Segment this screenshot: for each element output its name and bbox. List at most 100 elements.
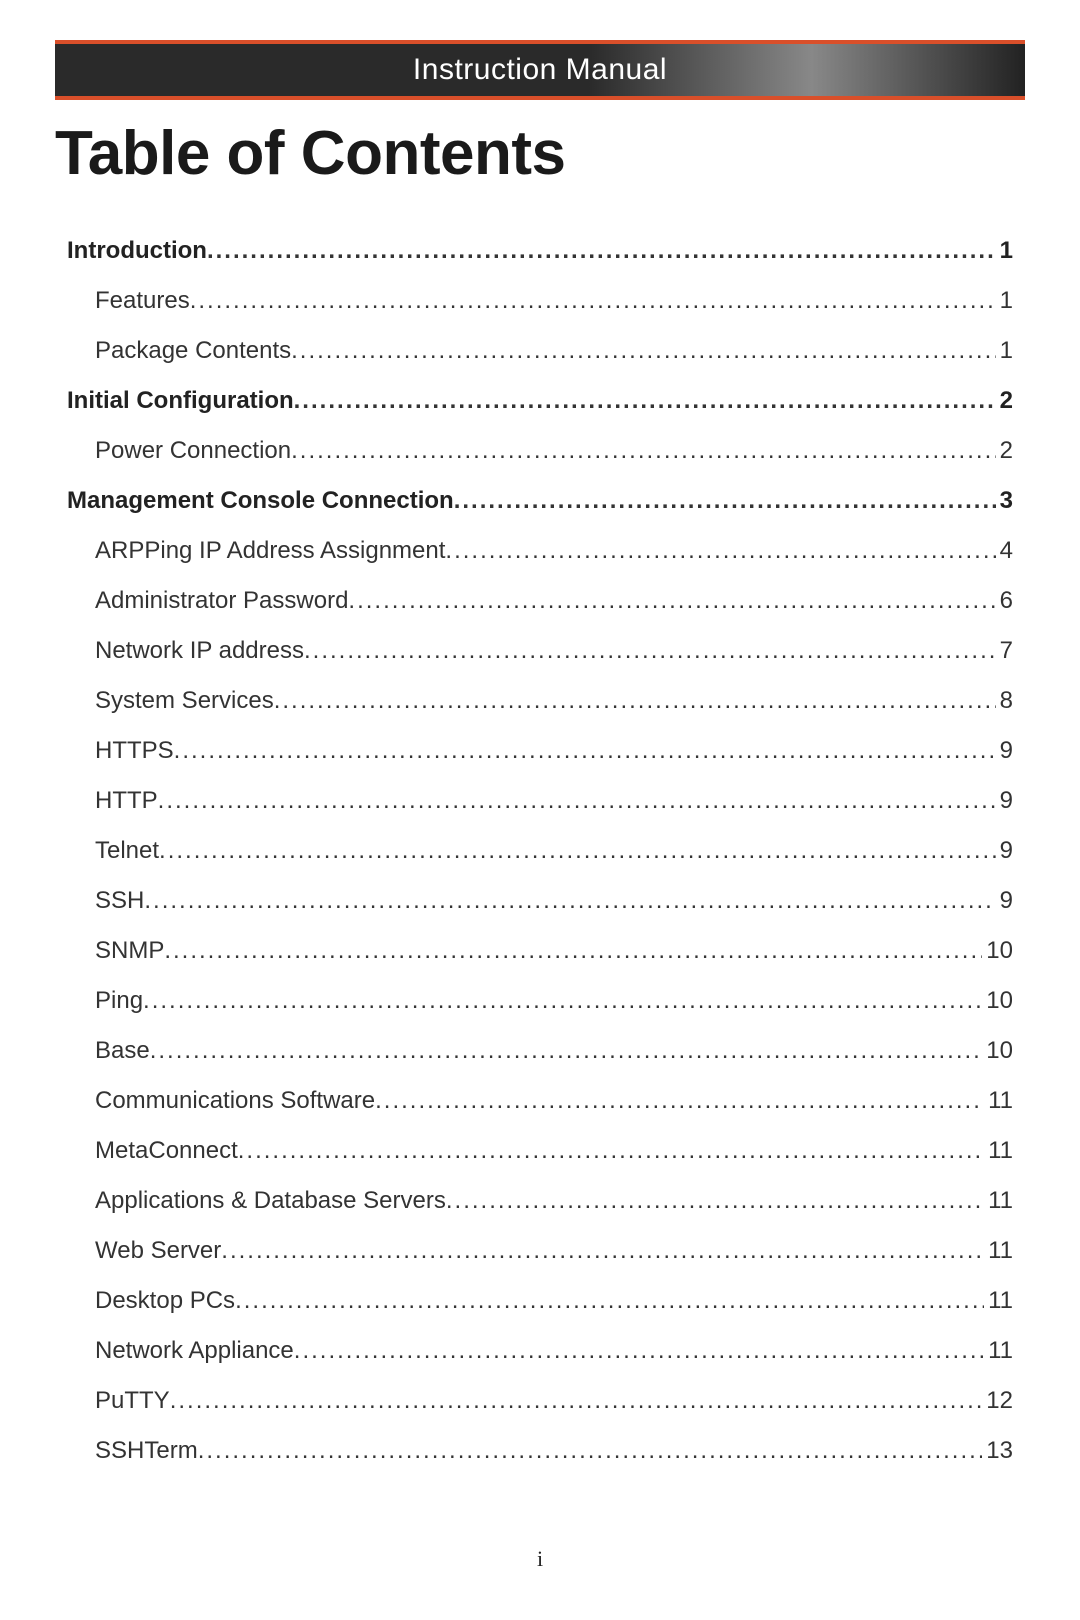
toc-leader-dots	[170, 1387, 983, 1415]
toc-page-number: 2	[996, 387, 1013, 415]
toc-leader-dots	[294, 387, 996, 415]
toc-leader-dots	[294, 1337, 984, 1365]
toc-row: Web Server 11	[67, 1237, 1013, 1265]
toc-page-number: 11	[984, 1337, 1013, 1365]
toc-row: Network IP address 7	[67, 637, 1013, 665]
toc-page-number: 11	[984, 1137, 1013, 1165]
toc-label: Network IP address	[67, 637, 304, 665]
toc-label: Communications Software	[67, 1087, 375, 1115]
toc-label: Power Connection	[67, 437, 291, 465]
toc-label: HTTPS	[67, 737, 174, 765]
toc-label: Features	[67, 287, 190, 315]
toc-row: HTTPS 9	[67, 737, 1013, 765]
toc-label: Applications & Database Servers	[67, 1187, 446, 1215]
toc-label: Base	[67, 1037, 150, 1065]
toc-label: Telnet	[67, 837, 159, 865]
toc-page-number: 7	[996, 637, 1013, 665]
toc-leader-dots	[150, 1037, 983, 1065]
toc-row: Desktop PCs 11	[67, 1287, 1013, 1315]
page-title: Table of Contents	[55, 118, 1025, 189]
toc-row: PuTTY 12	[67, 1387, 1013, 1415]
toc-row: Network Appliance 11	[67, 1337, 1013, 1365]
toc-label: HTTP	[67, 787, 158, 815]
toc-label: ARPPing IP Address Assignment	[67, 537, 445, 565]
toc-page-number: 3	[996, 487, 1013, 515]
toc-row: Introduction 1	[67, 237, 1013, 265]
toc-page-number: 10	[982, 987, 1013, 1015]
toc-label: SSHTerm	[67, 1437, 198, 1465]
toc-label: Network Appliance	[67, 1337, 294, 1365]
toc-row: Power Connection 2	[67, 437, 1013, 465]
toc-row: Base 10	[67, 1037, 1013, 1065]
toc-label: SSH	[67, 887, 144, 915]
toc-page-number: 8	[996, 687, 1013, 715]
toc-leader-dots	[158, 787, 996, 815]
table-of-contents: Introduction 1Features 1Package Contents…	[55, 237, 1025, 1465]
toc-page-number: 4	[996, 537, 1013, 565]
toc-label: Introduction	[67, 237, 207, 265]
page: Instruction Manual Table of Contents Int…	[0, 0, 1080, 1620]
toc-leader-dots	[238, 1137, 984, 1165]
toc-row: HTTP 9	[67, 787, 1013, 815]
toc-leader-dots	[304, 637, 996, 665]
toc-label: Ping	[67, 987, 143, 1015]
toc-leader-dots	[143, 987, 982, 1015]
toc-row: Features 1	[67, 287, 1013, 315]
toc-leader-dots	[274, 687, 996, 715]
toc-page-number: 13	[982, 1437, 1013, 1465]
toc-label: System Services	[67, 687, 274, 715]
toc-page-number: 11	[984, 1237, 1013, 1265]
toc-label: Web Server	[67, 1237, 221, 1265]
toc-page-number: 11	[984, 1287, 1013, 1315]
toc-leader-dots	[454, 487, 996, 515]
toc-page-number: 11	[984, 1087, 1013, 1115]
toc-row: MetaConnect 11	[67, 1137, 1013, 1165]
toc-page-number: 1	[996, 287, 1013, 315]
toc-row: Package Contents 1	[67, 337, 1013, 365]
toc-label: MetaConnect	[67, 1137, 238, 1165]
toc-leader-dots	[446, 1187, 984, 1215]
toc-row: Applications & Database Servers 11	[67, 1187, 1013, 1215]
toc-leader-dots	[291, 337, 996, 365]
toc-row: SSH 9	[67, 887, 1013, 915]
toc-leader-dots	[235, 1287, 984, 1315]
toc-row: Communications Software 11	[67, 1087, 1013, 1115]
banner-text: Instruction Manual	[413, 53, 667, 87]
toc-leader-dots	[207, 237, 996, 265]
toc-leader-dots	[375, 1087, 984, 1115]
toc-page-number: 9	[996, 787, 1013, 815]
toc-leader-dots	[190, 287, 996, 315]
toc-row: Telnet 9	[67, 837, 1013, 865]
toc-label: SNMP	[67, 937, 164, 965]
toc-row: System Services 8	[67, 687, 1013, 715]
toc-leader-dots	[159, 837, 996, 865]
toc-page-number: 6	[996, 587, 1013, 615]
toc-label: PuTTY	[67, 1387, 170, 1415]
toc-leader-dots	[198, 1437, 983, 1465]
toc-label: Administrator Password	[67, 587, 348, 615]
toc-page-number: 9	[996, 887, 1013, 915]
toc-page-number: 12	[982, 1387, 1013, 1415]
toc-leader-dots	[164, 937, 982, 965]
toc-page-number: 1	[996, 237, 1013, 265]
toc-label: Management Console Connection	[67, 487, 454, 515]
toc-leader-dots	[174, 737, 996, 765]
toc-page-number: 9	[996, 837, 1013, 865]
toc-leader-dots	[291, 437, 996, 465]
toc-row: Administrator Password 6	[67, 587, 1013, 615]
toc-label: Package Contents	[67, 337, 291, 365]
toc-row: Initial Configuration 2	[67, 387, 1013, 415]
toc-leader-dots	[221, 1237, 984, 1265]
toc-page-number: 10	[982, 937, 1013, 965]
toc-row: Ping 10	[67, 987, 1013, 1015]
toc-page-number: 10	[982, 1037, 1013, 1065]
toc-leader-dots	[144, 887, 995, 915]
page-number: i	[0, 1546, 1080, 1572]
toc-row: SSHTerm 13	[67, 1437, 1013, 1465]
toc-row: SNMP 10	[67, 937, 1013, 965]
toc-label: Desktop PCs	[67, 1287, 235, 1315]
toc-label: Initial Configuration	[67, 387, 294, 415]
banner: Instruction Manual	[55, 40, 1025, 100]
toc-row: ARPPing IP Address Assignment 4	[67, 537, 1013, 565]
toc-page-number: 9	[996, 737, 1013, 765]
